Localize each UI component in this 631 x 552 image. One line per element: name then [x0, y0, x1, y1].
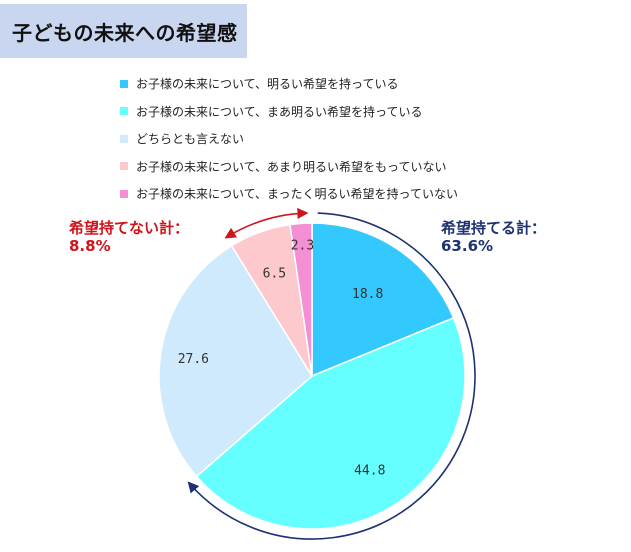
slice-label-4: 6.5 [263, 267, 286, 282]
legend-label-3: どちらとも言えない [136, 132, 245, 147]
legend-item-1: お子様の未来について、明るい希望を持っている [120, 70, 458, 98]
legend: お子様の未来について、明るい希望を持っている お子様の未来について、まあ明るい希… [120, 70, 458, 208]
pie-slice-2 [195, 316, 466, 530]
legend-item-5: お子様の未来について、まったく明るい希望を持っていない [120, 180, 458, 208]
legend-label-4: お子様の未来について、あまり明るい希望をもっていない [136, 159, 447, 174]
positive-total-label: 希望持てる計： 63.6% [441, 219, 546, 255]
legend-label-5: お子様の未来について、まったく明るい希望を持っていない [136, 187, 458, 202]
positive-group-arc [187, 212, 476, 540]
pie-slice-1 [311, 222, 455, 378]
legend-swatch-3 [120, 134, 128, 143]
legend-item-4: お子様の未来について、あまり明るい希望をもっていない [120, 153, 458, 181]
title-box: 子どもの未来への希望感 [0, 4, 247, 58]
negative-total-title: 希望持てない計： [69, 219, 190, 237]
slice-label-3: 27.6 [178, 352, 209, 367]
positive-total-value: 63.6% [441, 237, 494, 255]
slice-label-2: 44.8 [354, 464, 385, 479]
legend-swatch-2 [120, 107, 128, 116]
legend-label-1: お子様の未来について、明るい希望を持っている [136, 77, 399, 92]
pie-slice-3 [158, 244, 313, 478]
slice-label-5: 2.3 [291, 238, 314, 253]
legend-swatch-5 [120, 189, 128, 198]
negative-total-label: 希望持てない計： 8.8% [69, 219, 189, 255]
negative-total-value: 8.8% [69, 237, 111, 255]
positive-total-title: 希望持てる計： [441, 219, 547, 237]
legend-swatch-4 [120, 162, 128, 171]
legend-swatch-1 [120, 79, 128, 88]
chart-title: 子どもの未来への希望感 [12, 20, 238, 45]
negative-group-arc [224, 207, 309, 239]
legend-label-2: お子様の未来について、まあ明るい希望を持っている [136, 104, 423, 119]
legend-item-3: どちらとも言えない [120, 125, 458, 153]
slice-label-1: 18.8 [352, 287, 383, 302]
legend-item-2: お子様の未来について、まあ明るい希望を持っている [120, 98, 458, 126]
